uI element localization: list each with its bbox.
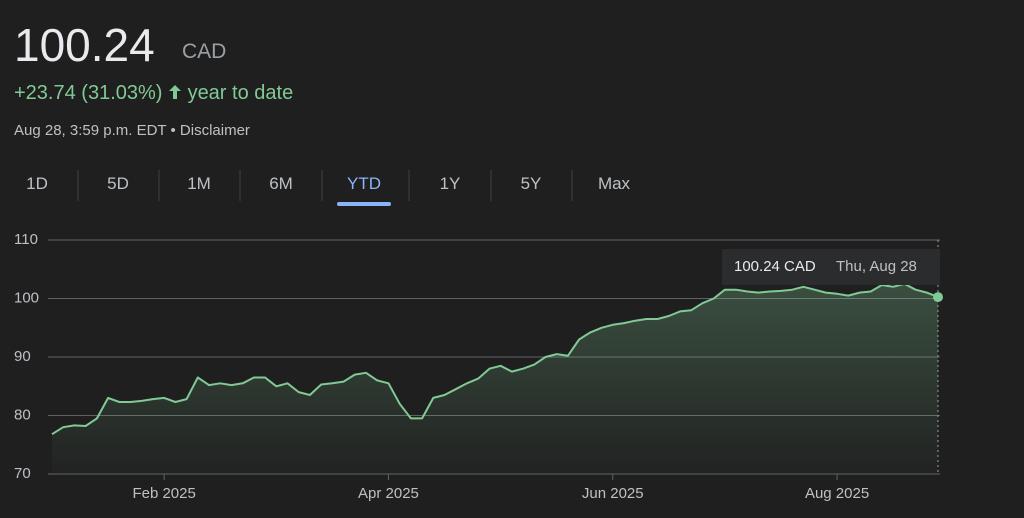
y-tick-label: 90: [14, 348, 31, 365]
tab[interactable]: Max: [597, 174, 631, 193]
change-row: +23.74 (31.03%) year to date: [14, 82, 293, 105]
tooltip-date: Thu, Aug 28: [836, 258, 917, 275]
tab[interactable]: YTD: [347, 174, 381, 193]
last-point: [933, 292, 943, 303]
timestamp-row: Aug 28, 3:59 p.m. EDT • Disclaimer: [14, 122, 250, 139]
x-tick-label: Apr 2025: [358, 485, 419, 502]
tab[interactable]: 5Y: [520, 174, 542, 193]
y-tick-label: 70: [14, 465, 31, 482]
x-tick-label: Feb 2025: [132, 485, 195, 502]
area: [52, 283, 938, 474]
y-tick-label: 110: [14, 231, 38, 248]
tab[interactable]: 1D: [26, 174, 48, 193]
timestamp: Aug 28, 3:59 p.m. EDT: [14, 122, 167, 139]
tab[interactable]: 5D: [107, 174, 129, 193]
x-tick-label: Aug 2025: [805, 485, 869, 502]
tooltip-box: [722, 249, 940, 285]
price: 100.24: [14, 19, 155, 71]
tab[interactable]: 1Y: [439, 174, 461, 193]
tab-underline: [337, 202, 391, 206]
change: +23.74 (31.03%): [14, 82, 163, 104]
currency: CAD: [182, 40, 227, 63]
tooltip-price: 100.24 CAD: [734, 258, 816, 275]
y-tick-label: 100: [14, 289, 39, 306]
up-arrow: [169, 85, 181, 99]
period: year to date: [187, 82, 294, 104]
separator: •: [170, 122, 176, 139]
price-line: [51, 282, 939, 436]
y-tick-label: 80: [14, 406, 31, 423]
x-tick-label: Jun 2025: [582, 485, 644, 502]
disclaimer[interactable]: Disclaimer: [179, 122, 250, 139]
tab[interactable]: 6M: [269, 174, 293, 193]
tab[interactable]: 1M: [187, 174, 211, 193]
